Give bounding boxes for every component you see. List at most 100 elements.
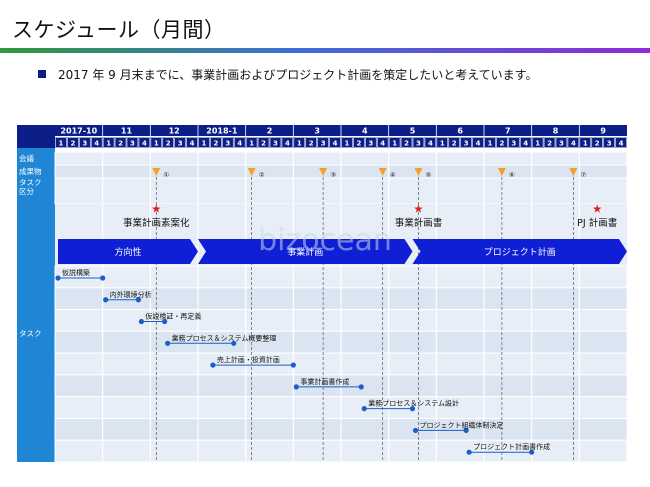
milestone-triangle — [497, 168, 506, 176]
week-cell — [508, 137, 520, 148]
month-label: 4 — [362, 127, 368, 136]
week-label: 2 — [118, 140, 123, 148]
week-label: 4 — [94, 140, 99, 148]
week-label: 4 — [333, 140, 338, 148]
week-cell — [567, 137, 580, 148]
task-label: 内外環境分析 — [110, 290, 152, 299]
week-label: 4 — [142, 140, 147, 148]
week-cell — [138, 137, 151, 148]
week-cell — [591, 137, 603, 148]
month-label: 2018-1 — [206, 127, 238, 136]
week-cell — [448, 137, 460, 148]
label-column — [17, 125, 55, 462]
milestone-triangle — [319, 168, 328, 176]
milestone-number: ③ — [330, 171, 336, 179]
milestone-triangle — [152, 168, 161, 176]
week-cell — [222, 137, 234, 148]
week-label: 4 — [428, 140, 433, 148]
task-label: プロジェクト組織体制決定 — [420, 420, 504, 429]
week-label: 1 — [535, 140, 540, 148]
task-end-dot — [135, 297, 142, 303]
week-label: 3 — [511, 140, 516, 148]
week-label: 2 — [213, 140, 218, 148]
week-label: 2 — [356, 140, 361, 148]
week-cell — [305, 137, 317, 148]
week-cell — [198, 137, 210, 148]
week-label: 1 — [249, 140, 254, 148]
watermark: bizocean — [258, 223, 392, 258]
milestone-number: ⑥ — [509, 171, 515, 179]
deliverable-label: 事業計画書 — [395, 217, 443, 229]
week-label: 1 — [297, 140, 302, 148]
task-end-dot — [100, 275, 106, 281]
week-cell — [519, 137, 532, 148]
task-start-dot — [361, 406, 367, 412]
milestone-number: ⑦ — [580, 171, 586, 179]
week-label: 3 — [416, 140, 421, 148]
task-start-dot — [165, 340, 171, 346]
task-end-dot — [463, 427, 469, 434]
task-end-dot — [162, 318, 168, 325]
week-cell — [555, 137, 568, 148]
week-label: 3 — [225, 140, 230, 148]
task-label: 事業計画書作成 — [300, 377, 349, 386]
week-label: 1 — [59, 140, 64, 148]
week-label: 3 — [130, 140, 135, 148]
week-label: 3 — [464, 140, 469, 148]
week-cell — [424, 137, 437, 148]
week-header-row — [55, 137, 627, 148]
week-label: 2 — [404, 140, 409, 148]
milestone-number: ② — [259, 171, 265, 179]
week-cell — [79, 137, 91, 148]
month-label: 2017-10 — [60, 127, 97, 136]
week-label: 2 — [261, 140, 266, 148]
week-label: 2 — [70, 140, 75, 148]
task-end-dot — [529, 449, 535, 455]
row-label-task_category: 区分 — [19, 187, 34, 196]
week-cell — [67, 137, 79, 148]
week-cell — [579, 137, 592, 148]
task-start-dot — [293, 384, 299, 390]
task-label: 仮説検証・再定義 — [145, 312, 201, 321]
week-label: 2 — [309, 140, 314, 148]
week-label: 4 — [237, 140, 242, 148]
task-label: プロジェクト計画書作成 — [473, 442, 550, 451]
week-label: 1 — [583, 140, 588, 148]
milestone-triangle — [378, 168, 387, 176]
week-label: 2 — [452, 140, 457, 148]
week-cell — [329, 137, 341, 148]
week-cell — [388, 137, 401, 148]
milestone-number: ① — [163, 171, 169, 179]
row-label-task: タスク — [19, 329, 42, 338]
phase-arrow — [412, 239, 627, 264]
phase-label: 事業計画 — [287, 246, 323, 258]
week-label: 3 — [82, 140, 87, 148]
month-label: 8 — [553, 127, 559, 136]
row-label-task_category: タスク — [19, 178, 42, 187]
task-start-dot — [412, 427, 419, 434]
week-label: 4 — [190, 140, 195, 148]
week-cell — [55, 137, 67, 148]
week-label: 4 — [285, 140, 290, 148]
week-cell — [233, 137, 246, 148]
week-cell — [353, 137, 365, 148]
week-cell — [90, 137, 103, 148]
month-label: 11 — [121, 127, 133, 136]
milestone-number: ④ — [390, 171, 396, 179]
week-cell — [531, 137, 544, 148]
task-label: 業務プロセス＆システム概要整理 — [172, 333, 277, 342]
lead-text: 2017 年 9 月末までに、事業計画およびプロジェクト計画を策定したいと考えて… — [58, 68, 538, 82]
task-end-dot — [290, 362, 296, 368]
week-label: 4 — [476, 140, 481, 148]
week-label: 4 — [571, 140, 576, 148]
week-cell — [472, 137, 484, 148]
week-label: 2 — [499, 140, 504, 148]
bullet-square — [38, 70, 46, 78]
week-label: 1 — [154, 140, 159, 148]
task-start-dot — [55, 275, 61, 281]
month-label: 9 — [600, 127, 606, 136]
week-cell — [496, 137, 508, 148]
task-start-dot — [210, 362, 216, 368]
week-cell — [162, 137, 174, 148]
